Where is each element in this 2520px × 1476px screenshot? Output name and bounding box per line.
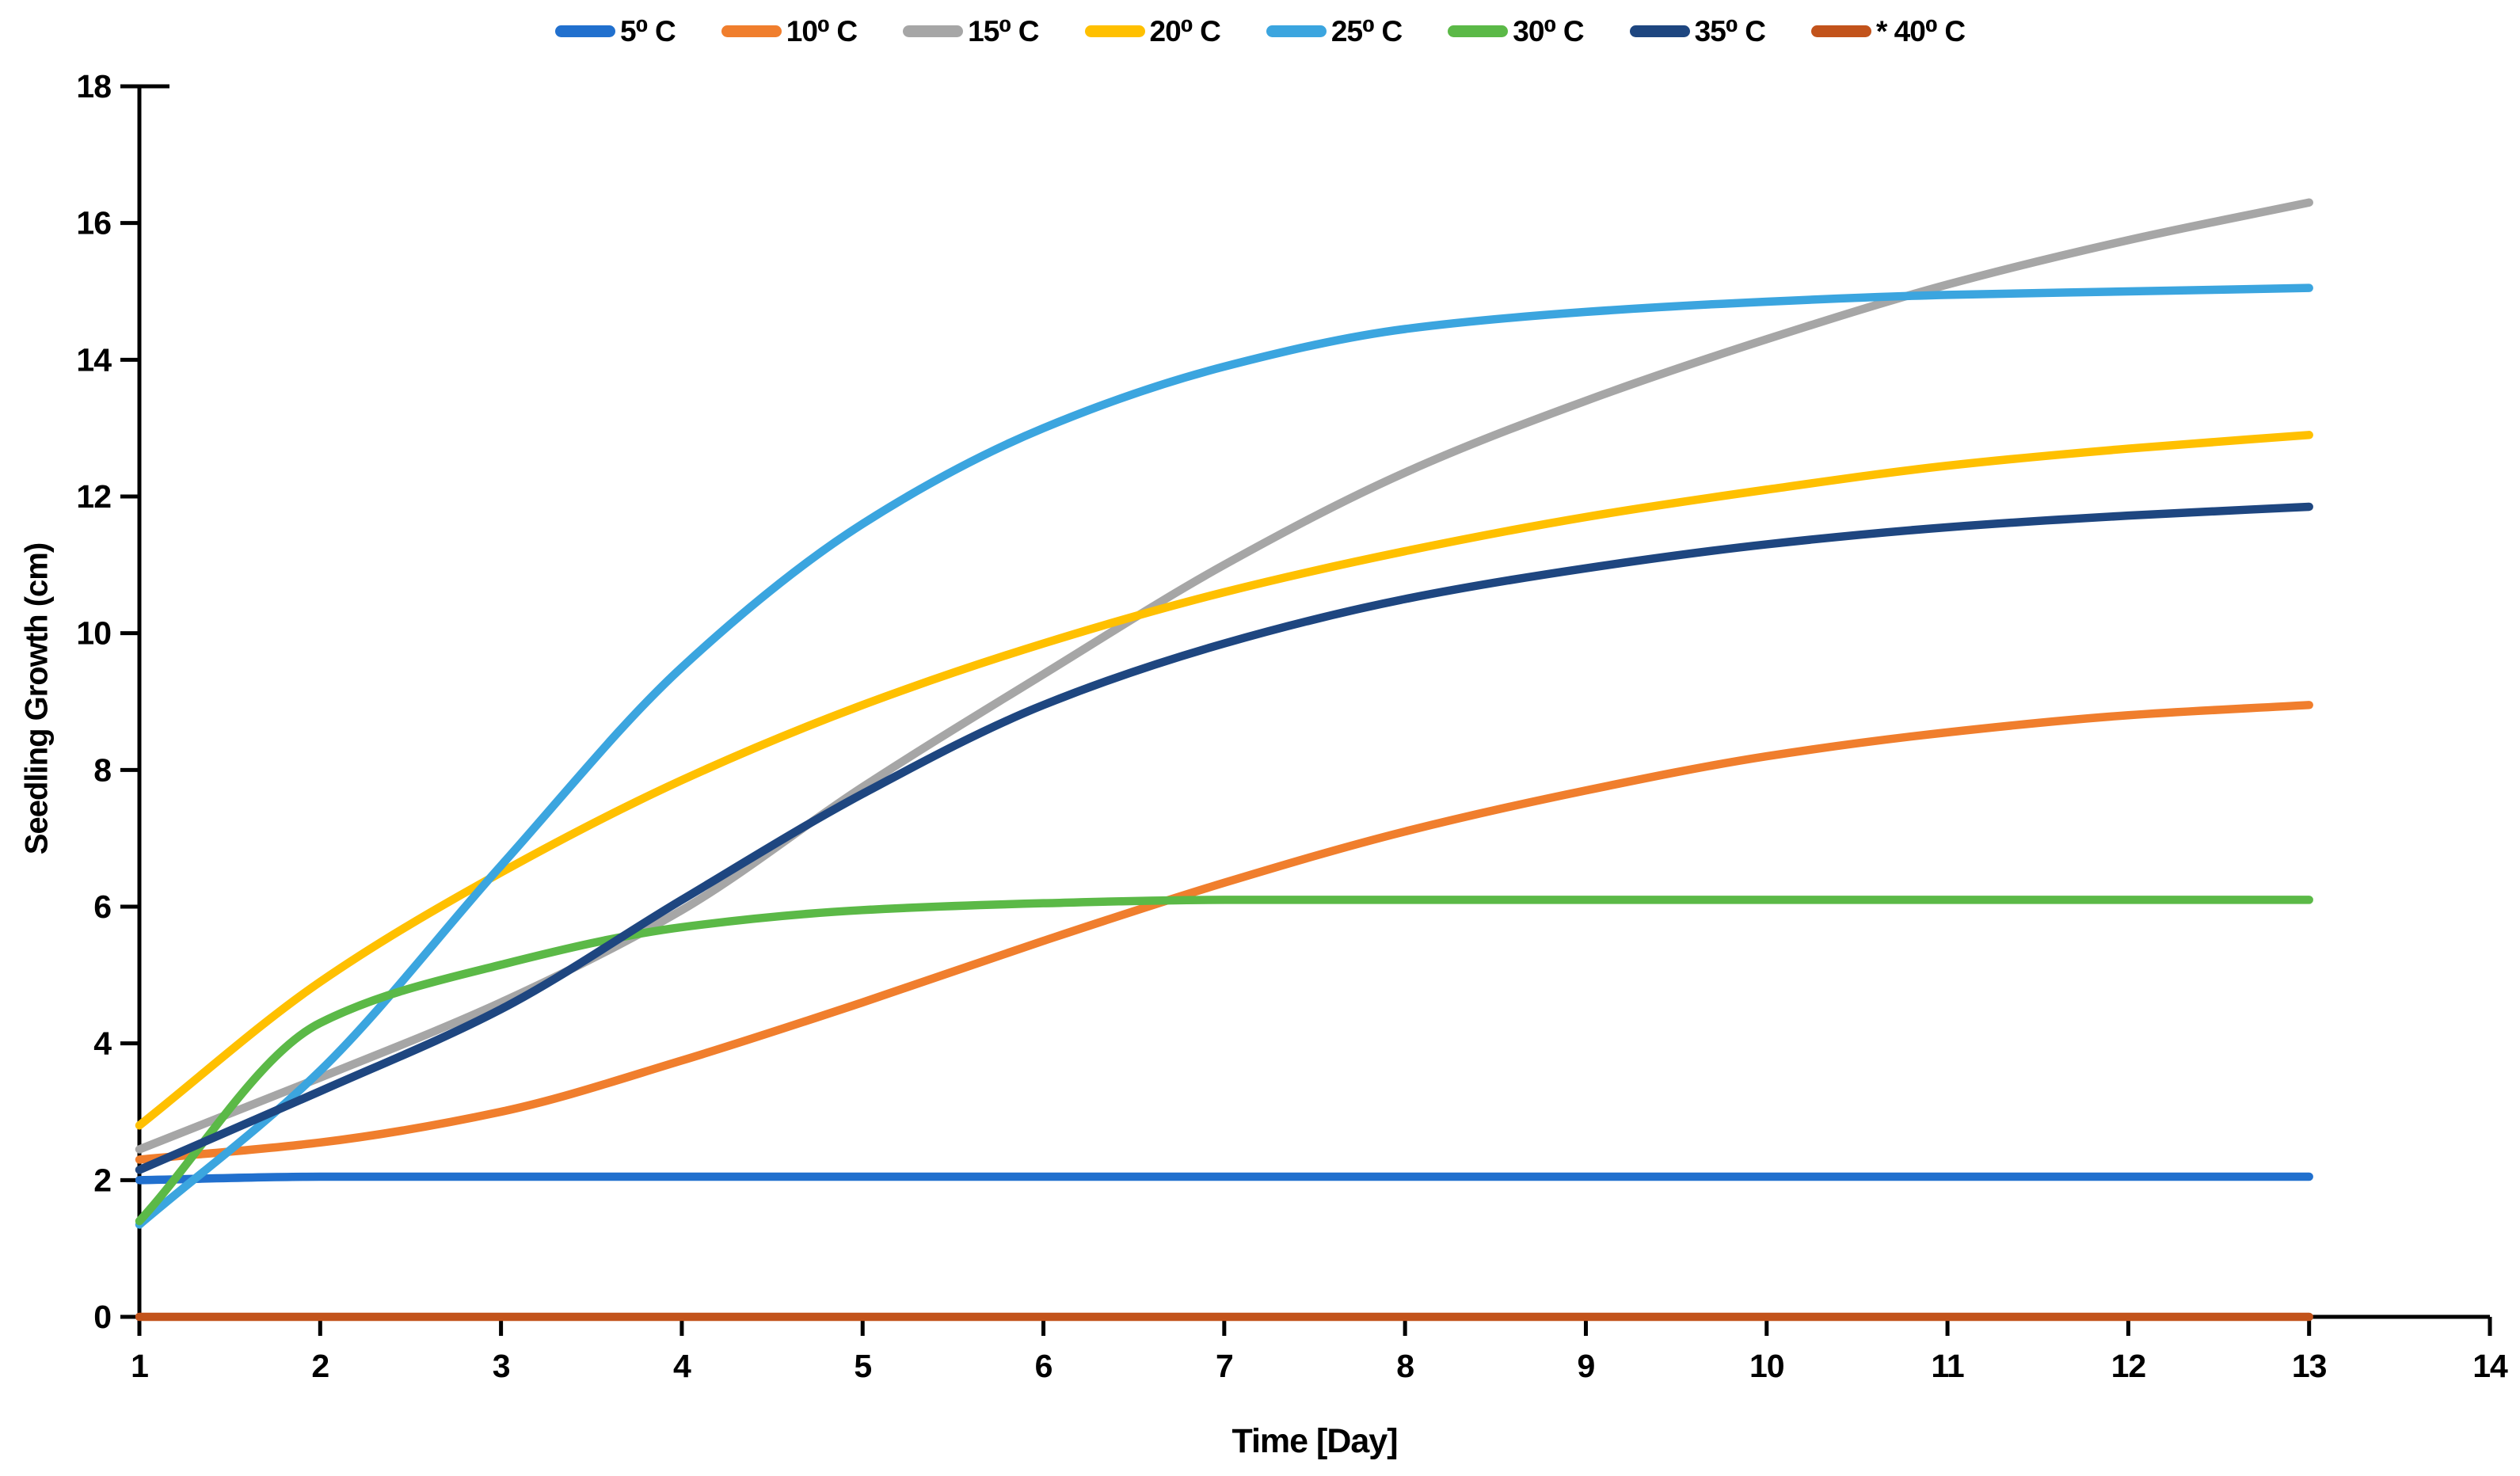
legend-label-10cc: 10⁰ C (786, 15, 858, 48)
x-tick-label-14: 14 (2472, 1348, 2508, 1384)
y-tick-label-0: 0 (93, 1299, 111, 1335)
x-tick-label-4: 4 (673, 1348, 691, 1384)
series-line-30cc (135, 896, 2313, 1226)
legend-swatch-20cc (1084, 25, 1145, 37)
legend-label-15cc: 15⁰ C (968, 15, 1039, 48)
x-tick-label-6: 6 (1035, 1348, 1053, 1384)
legend-item-25cc: 25⁰ C (1266, 14, 1403, 48)
y-tick-label-18: 18 (76, 68, 111, 105)
y-tick-label-2: 2 (93, 1162, 111, 1198)
y-tick-label-14: 14 (76, 341, 112, 378)
y-tick-label-12: 12 (76, 478, 111, 515)
legend-swatch-5cc (554, 25, 615, 37)
series-line-25cc (135, 283, 2313, 1229)
y-axis-title: Seedling Growth (cm) (19, 542, 55, 855)
legend-label-25cc: 25⁰ C (1330, 15, 1403, 48)
series-line-35cc (135, 502, 2313, 1174)
series-line-10cc (135, 701, 2313, 1164)
x-tick-label-5: 5 (854, 1348, 871, 1384)
legend-swatch-30cc (1448, 25, 1509, 37)
legend-swatch-10cc (721, 25, 782, 37)
legend-swatch-15cc (903, 25, 964, 37)
legend-label-30cc: 30⁰ C (1513, 15, 1584, 48)
legend-label-40cc: * 40⁰ C (1876, 15, 1966, 48)
x-tick-label-1: 1 (131, 1348, 148, 1384)
x-tick-label-10: 10 (1749, 1348, 1784, 1384)
y-tick-label-8: 8 (93, 751, 111, 788)
series-line-5cc (135, 1172, 2313, 1185)
legend-label-35cc: 35⁰ C (1694, 15, 1766, 48)
legend-label-5cc: 5⁰ C (619, 15, 676, 48)
x-tick-label-11: 11 (1931, 1348, 1964, 1384)
legend-item-5cc: 5⁰ C (554, 14, 676, 48)
x-tick-label-9: 9 (1578, 1348, 1595, 1384)
x-tick-label-2: 2 (311, 1348, 329, 1384)
legend-swatch-40cc (1811, 25, 1871, 37)
legend-swatch-25cc (1266, 25, 1327, 37)
x-tick-label-7: 7 (1216, 1348, 1233, 1384)
series-line-15cc (135, 198, 2313, 1154)
y-tick-label-16: 16 (76, 205, 111, 242)
x-tick-label-8: 8 (1396, 1348, 1414, 1384)
x-tick-label-12: 12 (2111, 1348, 2146, 1384)
legend-swatch-35cc (1629, 25, 1690, 37)
legend-item-10cc: 10⁰ C (721, 14, 858, 48)
chart-legend: 5⁰ C 10⁰ C 15⁰ C 20⁰ C 25⁰ C 30⁰ C 35⁰ C * 40⁰ … (0, 14, 2520, 48)
x-tick-label-3: 3 (493, 1348, 510, 1384)
legend-item-30cc: 30⁰ C (1448, 14, 1585, 48)
legend-item-35cc: 35⁰ C (1629, 14, 1766, 48)
y-tick-label-10: 10 (76, 615, 111, 652)
y-tick-label-4: 4 (93, 1025, 112, 1062)
legend-item-40cc: * 40⁰ C (1811, 14, 1966, 48)
legend-label-20cc: 20⁰ C (1149, 15, 1221, 48)
x-axis-title: Time [Day] (1231, 1422, 1398, 1460)
y-tick-label-6: 6 (93, 888, 111, 925)
x-tick-label-13: 13 (2292, 1348, 2327, 1384)
legend-item-20cc: 20⁰ C (1084, 14, 1221, 48)
legend-item-15cc: 15⁰ C (903, 14, 1040, 48)
